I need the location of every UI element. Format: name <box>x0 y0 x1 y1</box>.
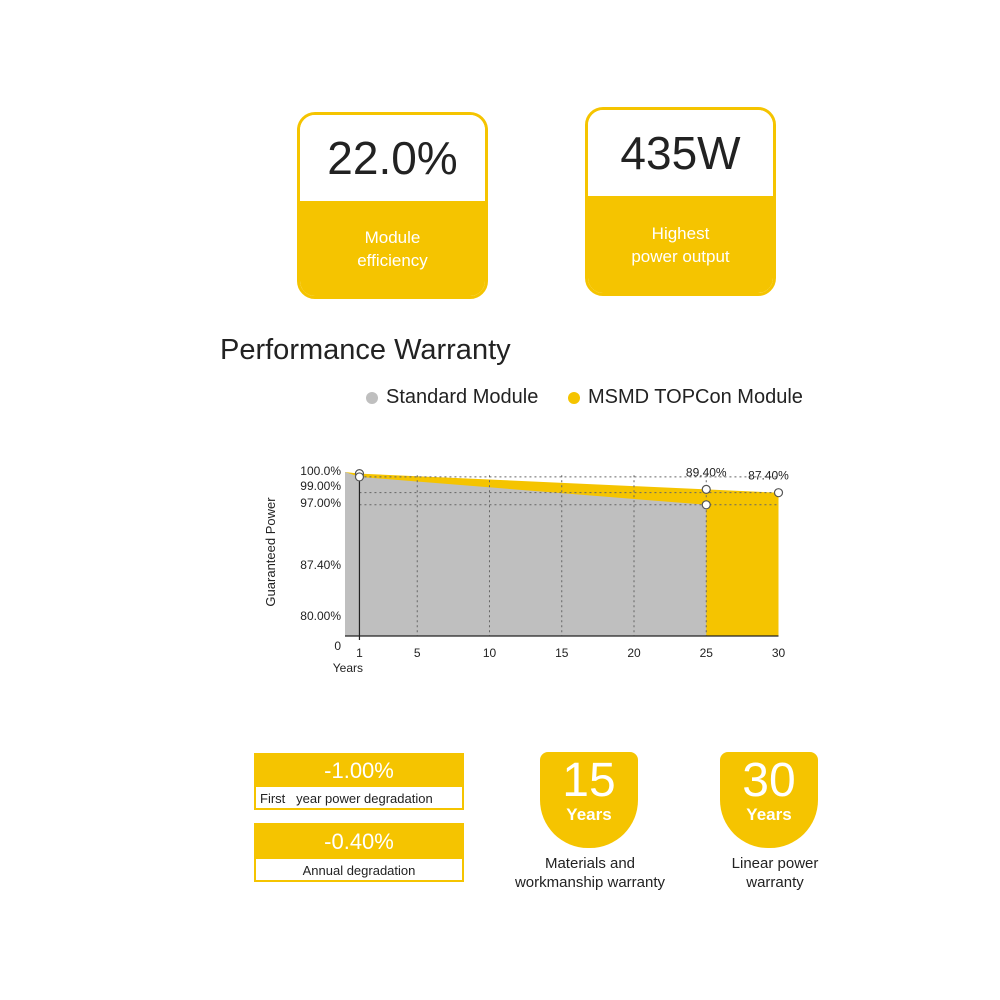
x-axis-label: Years <box>333 661 363 675</box>
legend-msmd-swatch <box>568 391 580 404</box>
linear-warranty-caption-line1: Linear power <box>731 855 819 872</box>
y-tick-label: 99.00% <box>300 479 341 493</box>
power-label-line2: power output <box>631 246 730 266</box>
efficiency-value: 22.0% <box>300 115 485 201</box>
x-tick-label-20: 20 <box>627 646 641 660</box>
materials-warranty-badge: 15 Years <box>540 752 638 848</box>
legend-msmd-label: MSMD TOPCon Module <box>588 386 803 408</box>
x-tick-label-30: 30 <box>772 646 786 660</box>
y-tick-label: 87.40% <box>300 558 341 572</box>
msmd-point-year-30 <box>773 488 784 498</box>
materials-warranty-caption: Materials and workmanship warranty <box>500 854 680 892</box>
first-year-degradation-value: -1.00% <box>256 755 462 787</box>
linear-warranty-caption-line2: warranty <box>746 874 804 891</box>
materials-warranty-number: 15 <box>562 754 616 807</box>
annual-degradation-caption: Annual degradation <box>302 862 416 878</box>
first-year-degradation-box: -1.00% First year power degradation <box>254 753 464 810</box>
y-tick-label: 97.00% <box>300 496 341 510</box>
legend-standard-label: Standard Module <box>386 386 539 408</box>
msmd-point-year-25 <box>701 484 711 494</box>
y-tick-label: 0 <box>334 639 341 653</box>
x-tick-label-1: 1 <box>356 646 363 660</box>
standard-point-year-1 <box>354 472 365 482</box>
efficiency-card: 22.0% Module efficiency <box>297 112 488 299</box>
legend-standard-swatch <box>366 391 378 404</box>
efficiency-label: Module efficiency <box>300 201 485 296</box>
linear-warranty-number: 30 <box>742 754 796 807</box>
materials-warranty-caption-line2: workmanship warranty <box>514 874 666 891</box>
standard-area <box>345 472 707 636</box>
annual-degradation-value: -0.40% <box>256 825 462 859</box>
power-value: 435W <box>588 110 773 196</box>
legend-msmd: MSMD TOPCon Module <box>568 386 803 409</box>
x-tick-label-10: 10 <box>483 646 497 660</box>
efficiency-label-line2: efficiency <box>357 250 428 270</box>
efficiency-label-line1: Module <box>364 227 421 247</box>
data-label-87.40: 87.40% <box>748 469 789 483</box>
power-label: Highest power output <box>588 196 773 293</box>
first-year-degradation-caption: First year power degradation <box>260 790 433 806</box>
linear-warranty-badge: 30 Years <box>720 752 818 848</box>
x-tick-label-5: 5 <box>414 646 421 660</box>
linear-warranty-caption: Linear power warranty <box>690 854 860 892</box>
power-label-line1: Highest <box>651 223 710 243</box>
y-axis-label: Guaranteed Power <box>263 497 278 607</box>
materials-warranty-unit: Years <box>566 805 612 824</box>
standard-point-year-25 <box>701 500 711 510</box>
legend-standard: Standard Module <box>366 386 538 409</box>
materials-warranty-caption-line1: Materials and <box>544 855 636 872</box>
x-tick-label-15: 15 <box>555 646 569 660</box>
annual-degradation-box: -0.40% Annual degradation <box>254 823 464 882</box>
y-tick-label: 100.0% <box>300 464 341 478</box>
y-tick-label: 80.00% <box>300 609 341 623</box>
x-tick-label-25: 25 <box>700 646 714 660</box>
chart-title: Performance Warranty <box>220 334 511 366</box>
data-label-89.40: 89.40% <box>686 465 727 479</box>
linear-warranty-unit: Years <box>746 805 792 824</box>
power-card: 435W Highest power output <box>585 107 776 296</box>
